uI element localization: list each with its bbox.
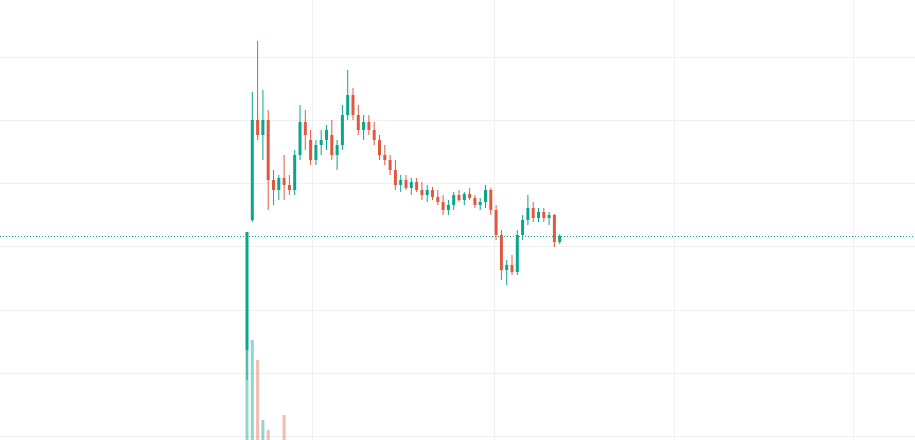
candle-body xyxy=(420,190,424,195)
candle-body xyxy=(537,212,540,218)
candle-body xyxy=(505,265,509,270)
candle-body xyxy=(372,130,376,140)
candle-body xyxy=(431,190,434,197)
candle-body xyxy=(314,145,318,160)
candle-body xyxy=(393,170,397,185)
volume-bar xyxy=(256,360,260,440)
candle-body xyxy=(293,155,297,190)
candle-body xyxy=(287,185,291,190)
candle-body xyxy=(462,194,466,200)
candle-body xyxy=(367,122,371,130)
candle-body xyxy=(494,210,498,235)
candle-body xyxy=(452,195,456,205)
candle-body xyxy=(378,140,381,155)
volume-bar xyxy=(282,415,286,440)
candle-body xyxy=(526,208,530,220)
candle-body xyxy=(436,197,440,202)
candle-body xyxy=(351,95,355,115)
volume-bar xyxy=(250,340,254,440)
candle-body xyxy=(340,115,344,145)
candle-body xyxy=(261,120,265,135)
candle-body xyxy=(478,202,482,205)
candle-body xyxy=(489,190,493,210)
candle-body xyxy=(531,208,535,218)
candle-body xyxy=(521,220,525,235)
volume-bar xyxy=(261,420,265,440)
candle-body xyxy=(388,160,392,170)
candle-body xyxy=(272,180,275,190)
candle-body xyxy=(552,215,556,242)
candle-body xyxy=(309,140,313,160)
candle-body xyxy=(542,212,546,218)
candle-body xyxy=(446,205,450,210)
candle-body xyxy=(298,122,302,155)
candle-body xyxy=(383,155,387,160)
candle-body xyxy=(282,178,286,185)
candle-body xyxy=(510,265,514,272)
candle-body xyxy=(330,135,334,155)
candle-body xyxy=(356,115,360,130)
candle-body xyxy=(277,178,281,190)
candle-body xyxy=(250,120,254,220)
candle-body xyxy=(499,235,503,270)
candle-body xyxy=(515,235,519,272)
candle-body xyxy=(473,198,477,205)
candle-body xyxy=(362,122,366,130)
candle-body xyxy=(404,180,408,188)
candle-body xyxy=(468,194,472,198)
candle-body xyxy=(325,130,328,140)
volume-bar xyxy=(245,340,249,440)
candle-body xyxy=(266,120,270,180)
candle-body xyxy=(425,190,429,195)
candle-body xyxy=(457,195,461,200)
candle-body xyxy=(346,95,350,115)
candle-body xyxy=(409,182,413,188)
candle-body xyxy=(256,120,260,135)
candle-body xyxy=(558,236,562,242)
candle-body xyxy=(303,122,307,135)
candle-body xyxy=(547,215,551,218)
candle-body xyxy=(415,182,419,190)
candle-body xyxy=(335,145,339,155)
candle-body xyxy=(399,180,403,185)
candle-body xyxy=(441,202,445,210)
volume-bar xyxy=(266,430,270,440)
candle-body xyxy=(245,232,249,350)
candle-body xyxy=(484,190,487,202)
candle-body xyxy=(319,140,323,145)
